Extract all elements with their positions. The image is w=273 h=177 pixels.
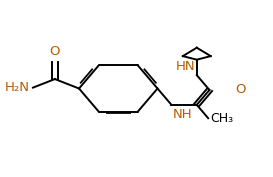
Text: HN: HN: [176, 60, 195, 73]
Text: O: O: [235, 84, 245, 96]
Text: CH₃: CH₃: [211, 112, 234, 125]
Text: NH: NH: [173, 108, 192, 121]
Text: H₂N: H₂N: [5, 81, 30, 94]
Text: O: O: [50, 45, 60, 58]
